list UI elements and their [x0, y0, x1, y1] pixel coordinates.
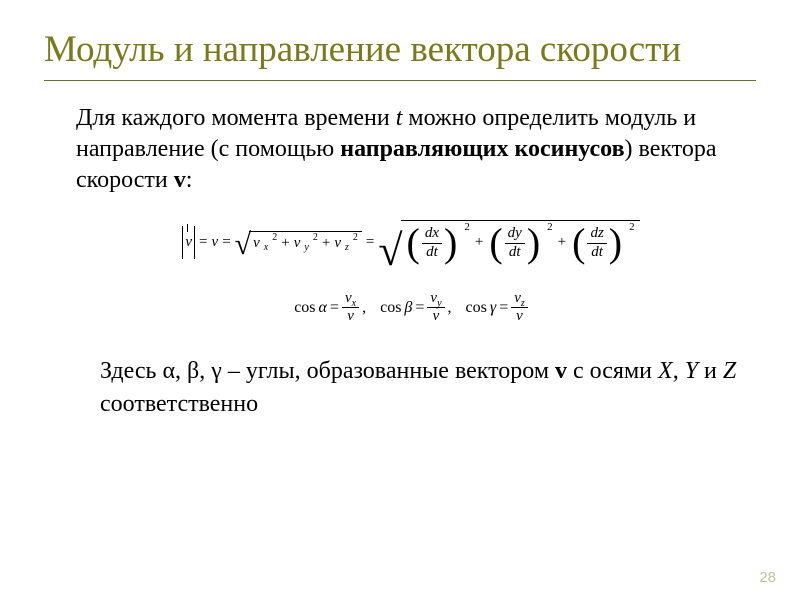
paren-dy: dy dt — [489, 225, 540, 261]
vb: v — [430, 309, 443, 325]
radicand-2: dx dt 2 + dy — [401, 220, 640, 265]
vzc: v — [514, 290, 521, 306]
cos3: cos — [466, 299, 487, 317]
formula-row-2: cos α = vx v , cos β = vy — [66, 291, 756, 326]
va: v — [344, 309, 357, 325]
vz: v — [334, 235, 341, 252]
para-v: v — [174, 167, 186, 193]
vy: v — [294, 235, 301, 252]
paragraph-text: Для каждого момента времени t можно опре… — [76, 103, 756, 197]
radical-big-icon: √ — [378, 238, 402, 264]
comma1: , — [362, 299, 366, 317]
frac-vx: vx v — [342, 291, 359, 326]
closing-x: X — [658, 358, 673, 384]
closing-sep2: и — [698, 358, 723, 384]
dx-den: dt — [423, 245, 441, 261]
vxa: v — [345, 290, 352, 306]
sq6: 2 — [629, 221, 635, 233]
formula-row-1: v = v = √ vx2 + vy2 + vz2 = — [66, 220, 756, 265]
eqa: = — [330, 299, 339, 317]
sq2: 2 — [313, 232, 318, 243]
dy-den: dt — [506, 245, 524, 261]
cos-alpha: cos α = vx v , — [294, 291, 366, 326]
closing-pre: Здесь α, β, γ – углы, образованные векто… — [100, 358, 555, 384]
sq1: 2 — [272, 232, 277, 243]
closing-mid: с осями — [567, 358, 658, 384]
bullet-item: Для каждого момента времени t можно опре… — [66, 103, 756, 197]
vz-sub: z — [345, 242, 349, 253]
closing-y: Y — [685, 358, 698, 384]
sq3: 2 — [353, 232, 358, 243]
cos2: cos — [380, 299, 401, 317]
closing-text: Здесь α, β, γ – углы, образованные векто… — [66, 355, 756, 420]
plus2: + — [322, 235, 330, 252]
vc: v — [513, 309, 526, 325]
para-pre: Для каждого момента времени — [76, 105, 396, 131]
gamma: γ — [490, 299, 496, 317]
eq3: = — [366, 234, 374, 251]
sqrt-derivatives: √ dx dt 2 + — [378, 220, 639, 265]
vxa-sub: x — [352, 298, 356, 309]
frac-vy: vy v — [427, 291, 444, 326]
cos-beta: cos β = vy v , — [380, 291, 451, 326]
v1: v — [212, 234, 219, 251]
dy-num: dy — [505, 226, 525, 242]
cos-gamma: cos γ = vz v — [466, 291, 528, 326]
radicand-1: vx2 + vy2 + vz2 — [249, 231, 362, 254]
plus4: + — [558, 234, 566, 251]
frac-dx: dx dt — [422, 226, 442, 261]
vx: v — [253, 235, 260, 252]
vzc-sub: z — [521, 298, 525, 309]
vy-sub: y — [304, 242, 308, 253]
eq2: = — [222, 234, 230, 251]
frac-vz: vz v — [511, 291, 528, 326]
alpha: α — [319, 299, 327, 317]
page-number: 28 — [759, 569, 776, 586]
abs-v: v — [182, 234, 195, 251]
closing-v: v — [555, 358, 567, 384]
closing-z: Z — [723, 358, 736, 384]
slide-body: Для каждого момента времени t можно опре… — [44, 103, 756, 420]
vec-v: v — [185, 234, 192, 251]
para-end: : — [186, 167, 193, 193]
slide: Модуль и направление вектора скорости Дл… — [0, 0, 800, 600]
vyb-sub: y — [437, 298, 441, 309]
formula-magnitude: v = v = √ vx2 + vy2 + vz2 = — [66, 220, 756, 325]
paren-dz: dz dt — [572, 225, 622, 261]
eq1: = — [199, 234, 207, 251]
dx-num: dx — [422, 226, 442, 242]
eqb: = — [415, 299, 424, 317]
plus3: + — [475, 234, 483, 251]
dz-den: dt — [588, 245, 606, 261]
comma2: , — [448, 299, 452, 317]
sqrt-components: √ vx2 + vy2 + vz2 — [235, 231, 362, 254]
dz-num: dz — [587, 226, 606, 242]
cos1: cos — [294, 299, 315, 317]
frac-dy: dy dt — [505, 226, 525, 261]
closing-post: соответственно — [100, 391, 258, 417]
sq4: 2 — [464, 221, 470, 233]
beta: β — [404, 299, 412, 317]
vx-sub: x — [264, 242, 268, 253]
paren-dx: dx dt — [407, 225, 458, 261]
para-bold: направляющих косинусов — [340, 136, 624, 162]
eqc: = — [499, 299, 508, 317]
frac-dz: dz dt — [587, 226, 606, 261]
closing-sep1: , — [673, 358, 685, 384]
slide-title: Модуль и направление вектора скорости — [44, 28, 756, 72]
plus1: + — [281, 235, 289, 252]
sq5: 2 — [547, 221, 553, 233]
title-rule — [44, 80, 756, 81]
